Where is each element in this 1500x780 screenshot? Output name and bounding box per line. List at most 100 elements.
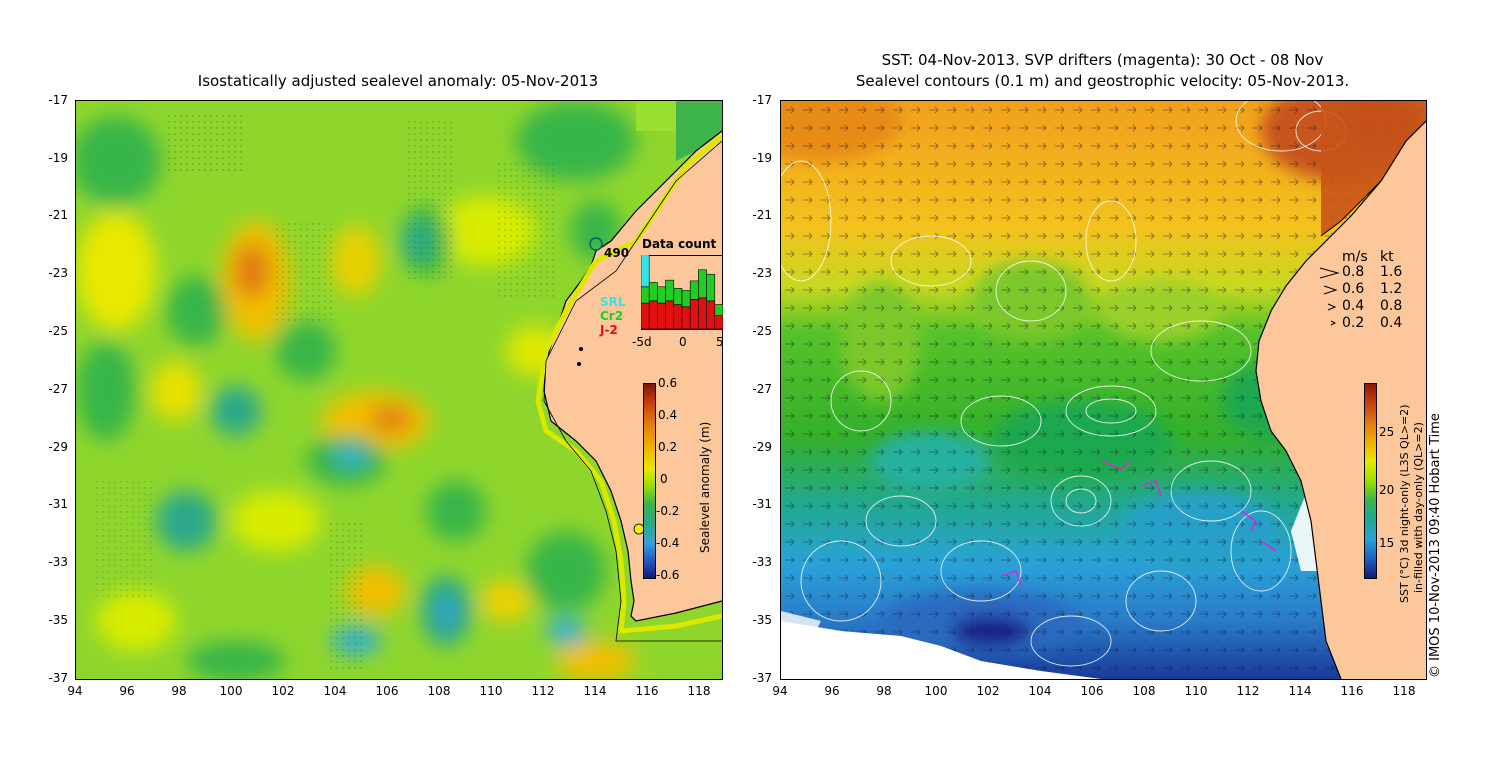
x-tick: 98 bbox=[876, 684, 892, 698]
y-tick: -25 bbox=[48, 324, 68, 338]
x-tick: 118 bbox=[687, 684, 711, 698]
y-tick: -29 bbox=[48, 440, 68, 454]
bar-cr2 bbox=[698, 269, 707, 299]
velocity-legend-unit-kt: kt bbox=[1380, 249, 1394, 265]
sst-colorbar bbox=[1364, 383, 1377, 579]
x-tick: 104 bbox=[1028, 684, 1052, 698]
imos-credit: © IMOS 10-Nov-2013 09:40 Hobart Time bbox=[1428, 413, 1443, 678]
x-tick: 100 bbox=[219, 684, 243, 698]
y-tick: -35 bbox=[48, 613, 68, 627]
x-tick: 114 bbox=[583, 684, 607, 698]
velocity-legend-kt: 1.2 bbox=[1380, 281, 1403, 297]
bar-cr2 bbox=[648, 282, 658, 302]
x-tick: 110 bbox=[479, 684, 503, 698]
bar-j2 bbox=[681, 306, 691, 330]
bar-cr2 bbox=[681, 290, 691, 308]
colorbar-tick: 0.2 bbox=[658, 440, 678, 454]
sst-colorbar-label-line2: in-filled with day-only (QL>=2) bbox=[1412, 422, 1425, 593]
colorbar-tick: 20 bbox=[1379, 483, 1395, 497]
y-tick: -27 bbox=[752, 382, 772, 396]
data-count-axis-label: 5 bbox=[716, 335, 724, 349]
data-count-axis-label: 0 bbox=[679, 335, 687, 349]
tide-gauge-station-label: 490 bbox=[604, 246, 630, 260]
x-tick: 112 bbox=[1236, 684, 1260, 698]
y-tick: -31 bbox=[752, 497, 772, 511]
x-tick: 116 bbox=[635, 684, 659, 698]
velocity-legend-kt: 1.6 bbox=[1380, 264, 1403, 280]
right-panel-title-line2: Sealevel contours (0.1 m) and geostrophi… bbox=[855, 72, 1350, 90]
sst-map[interactable] bbox=[780, 100, 1427, 680]
bar-j2 bbox=[689, 299, 699, 330]
legend-j2: J-2 bbox=[600, 323, 618, 337]
x-tick: 94 bbox=[772, 684, 788, 698]
bar-cr2 bbox=[706, 273, 716, 302]
right-panel-title-line1: SST: 04-Nov-2013. SVP drifters (magenta)… bbox=[881, 51, 1324, 69]
bar-cr2 bbox=[657, 286, 666, 304]
y-tick: -33 bbox=[752, 555, 772, 569]
colorbar-tick: 0.4 bbox=[658, 408, 678, 422]
colorbar-tick: 0.6 bbox=[658, 376, 678, 390]
sealevel-anomaly-map[interactable] bbox=[75, 100, 723, 680]
bar-srl bbox=[641, 255, 650, 288]
bar-cr2 bbox=[665, 279, 675, 302]
legend-srl: SRL bbox=[600, 295, 626, 309]
y-tick: -17 bbox=[752, 93, 772, 107]
bar-j2 bbox=[641, 302, 650, 330]
x-tick: 110 bbox=[1184, 684, 1208, 698]
x-tick: 96 bbox=[824, 684, 840, 698]
bar-cr2 bbox=[689, 280, 699, 300]
y-tick: -27 bbox=[48, 382, 68, 396]
bar-j2 bbox=[714, 315, 723, 330]
x-tick: 104 bbox=[323, 684, 347, 698]
x-tick: 106 bbox=[375, 684, 399, 698]
x-tick: 112 bbox=[531, 684, 555, 698]
velocity-legend-ms: 0.4 bbox=[1342, 298, 1365, 314]
velocity-legend-kt: 0.8 bbox=[1380, 298, 1403, 314]
y-tick: -37 bbox=[752, 671, 772, 685]
sst-field bbox=[781, 101, 1426, 679]
x-tick: 116 bbox=[1340, 684, 1364, 698]
x-tick: 118 bbox=[1392, 684, 1416, 698]
colorbar-tick: -0.4 bbox=[656, 536, 680, 550]
bar-cr2 bbox=[714, 304, 723, 316]
y-tick: -31 bbox=[48, 497, 68, 511]
colorbar-tick: 0 bbox=[660, 472, 668, 486]
bar-cr2 bbox=[673, 287, 683, 305]
velocity-legend-ms: 0.8 bbox=[1342, 264, 1365, 280]
y-tick: -21 bbox=[48, 208, 68, 222]
bar-j2 bbox=[706, 300, 716, 330]
sst-colorbar-label-line1: SST (°C) 3d night-only (L3S QL>=2) bbox=[1398, 404, 1411, 603]
data-count-title: Data count bbox=[642, 237, 717, 251]
sealevel-colorbar bbox=[643, 383, 656, 579]
y-tick: -21 bbox=[752, 208, 772, 222]
data-count-histogram bbox=[641, 255, 723, 330]
y-tick: -19 bbox=[752, 151, 772, 165]
x-tick: 102 bbox=[976, 684, 1000, 698]
bar-j2 bbox=[698, 297, 707, 330]
y-tick: -23 bbox=[752, 266, 772, 280]
velocity-legend-ms: 0.2 bbox=[1342, 315, 1365, 331]
sealevel-anomaly-field bbox=[76, 101, 722, 679]
x-tick: 102 bbox=[271, 684, 295, 698]
colorbar-label: Sealevel anomaly (m) bbox=[698, 421, 712, 553]
x-tick: 100 bbox=[924, 684, 948, 698]
tide-gauge-station-marker[interactable] bbox=[589, 237, 603, 251]
y-tick: -35 bbox=[752, 613, 772, 627]
velocity-legend-ms: 0.6 bbox=[1342, 281, 1365, 297]
x-tick: 106 bbox=[1080, 684, 1104, 698]
y-tick: -19 bbox=[48, 151, 68, 165]
x-tick: 94 bbox=[67, 684, 83, 698]
colorbar-tick: -0.6 bbox=[656, 568, 680, 582]
velocity-legend-arrows bbox=[1319, 267, 1340, 326]
x-tick: 96 bbox=[119, 684, 135, 698]
velocity-legend-unit-ms: m/s bbox=[1342, 249, 1368, 265]
y-tick: -29 bbox=[752, 440, 772, 454]
y-tick: -33 bbox=[48, 555, 68, 569]
x-tick: 98 bbox=[171, 684, 187, 698]
bar-j2 bbox=[665, 300, 675, 330]
bar-j2 bbox=[673, 304, 683, 330]
y-tick: -37 bbox=[48, 671, 68, 685]
bar-cr2 bbox=[641, 286, 650, 304]
y-tick: -25 bbox=[752, 324, 772, 338]
bar-j2 bbox=[657, 302, 666, 330]
